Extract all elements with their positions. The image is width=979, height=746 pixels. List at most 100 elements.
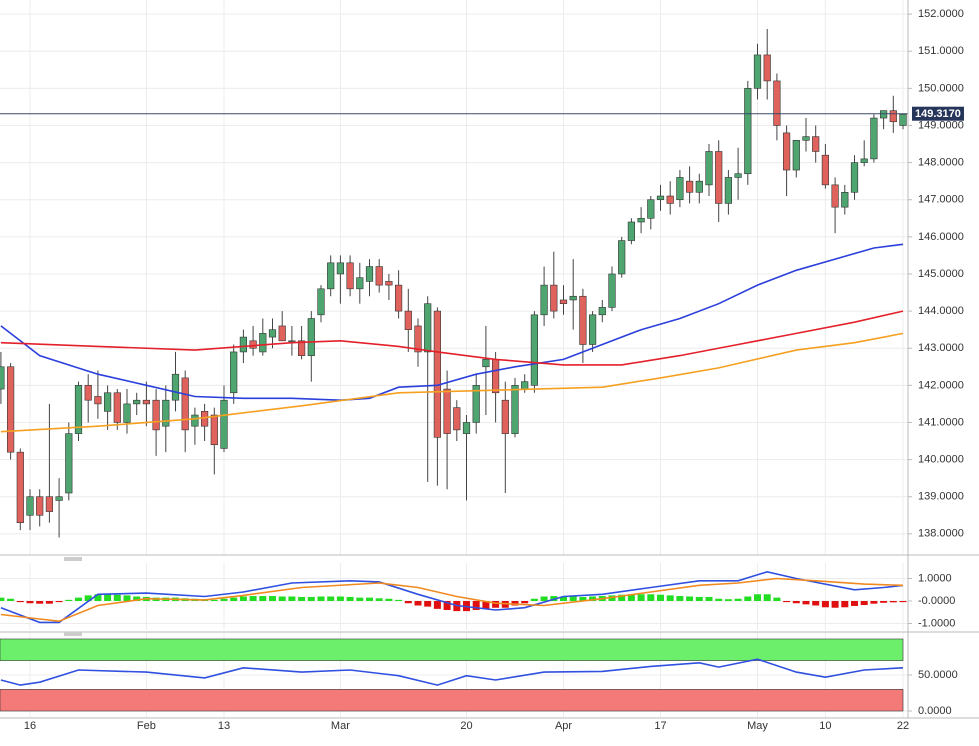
macd-bar [327, 596, 335, 601]
macd-bar [249, 596, 257, 601]
y-tick-label: 1.0000 [918, 572, 952, 584]
macd-bar [744, 596, 752, 601]
candle-body [55, 496, 63, 501]
macd-bar [414, 600, 422, 606]
macd-bar [336, 596, 344, 601]
macd-bar [395, 599, 403, 601]
candle-body [278, 325, 286, 342]
candle-body [540, 284, 548, 316]
candle-body [588, 314, 597, 345]
x-tick-label: Apr [555, 720, 572, 732]
macd-bar [763, 594, 771, 601]
candle-body [268, 329, 277, 338]
moving-average [0, 310, 904, 366]
macd-bar [104, 594, 112, 601]
macd-bar [298, 596, 306, 601]
candle-body [462, 422, 471, 434]
candle-body [249, 340, 257, 349]
macd-bar [560, 596, 567, 601]
candle-body [715, 151, 723, 204]
candle-body [627, 221, 635, 241]
candle-body [113, 392, 121, 423]
candle-body [16, 451, 24, 524]
moving-average [0, 332, 904, 433]
macd-bar [375, 598, 383, 601]
macd-bar [773, 597, 781, 601]
candle-body [841, 192, 849, 208]
macd-bar [715, 598, 723, 601]
candle-body [647, 199, 655, 219]
x-tick-label: 20 [460, 720, 472, 732]
macd-bar [45, 600, 53, 604]
last-price-label: 149.3170 [915, 108, 961, 120]
candle-body [7, 366, 15, 453]
macd-bar [269, 596, 276, 601]
candle-body [453, 407, 461, 431]
candle-body [676, 177, 684, 201]
x-tick-label: 16 [24, 720, 36, 732]
candle-body [45, 496, 53, 512]
candle-body [530, 314, 538, 386]
candle-body [782, 132, 791, 171]
x-tick-label: 17 [654, 720, 666, 732]
candle-body [181, 377, 189, 431]
y-tick-label: -0.0000 [918, 595, 955, 607]
x-tick-label: 10 [819, 720, 831, 732]
macd-bar [433, 600, 441, 609]
macd-bar [870, 600, 878, 604]
macd-bar [521, 600, 529, 604]
candle-body [501, 399, 509, 434]
macd-bar [705, 596, 713, 601]
macd-bar [404, 600, 412, 604]
x-tick-label: 13 [218, 720, 230, 732]
macd-bar [36, 600, 44, 604]
candle-body [860, 158, 868, 163]
macd-bar [307, 596, 315, 601]
candle-body [297, 340, 306, 356]
macd-bar [695, 596, 703, 601]
candle-body [753, 54, 762, 89]
macd-bar [317, 596, 325, 601]
macd-bar [821, 600, 829, 608]
candle-body [201, 411, 209, 427]
macd-bar [288, 596, 296, 601]
macd-bar [424, 600, 432, 607]
macd-bar [366, 597, 373, 601]
y-tick-label: 148.0000 [918, 157, 964, 169]
macd-bar [851, 600, 858, 606]
marks [0, 28, 908, 686]
candle-body [36, 496, 44, 516]
macd-bar [210, 599, 218, 601]
macd-bar [841, 600, 849, 608]
candle-body [375, 266, 383, 286]
macd-bar [754, 594, 761, 601]
macd-bar [94, 594, 102, 601]
candle-body [443, 388, 451, 434]
resize-handle[interactable] [64, 632, 82, 636]
candle-body [385, 281, 393, 286]
candle-body [792, 140, 800, 171]
candle-body [94, 396, 102, 405]
y-tick-label: 150.0000 [918, 82, 964, 94]
macd-bar [618, 594, 626, 601]
macd-bar [589, 596, 597, 601]
macd-bar [7, 598, 15, 601]
macd-bar [540, 596, 548, 601]
x-tick-label: Feb [137, 720, 156, 732]
y-tick-label: 152.0000 [918, 8, 964, 20]
candle-body [65, 433, 73, 494]
macd-bar [647, 594, 655, 601]
candle-body [879, 110, 888, 119]
macd-bar [65, 599, 73, 601]
macd-bar [511, 600, 519, 606]
candle-body [656, 195, 665, 201]
candle-body [239, 336, 248, 353]
candle-body [210, 414, 218, 446]
macd-bar [627, 594, 635, 601]
candle-body [831, 184, 839, 208]
candle-body [327, 262, 335, 290]
resize-handle[interactable] [64, 557, 82, 561]
macd-bar [657, 594, 664, 601]
candle-body [424, 303, 432, 353]
y-tick-label: 145.0000 [918, 268, 964, 280]
